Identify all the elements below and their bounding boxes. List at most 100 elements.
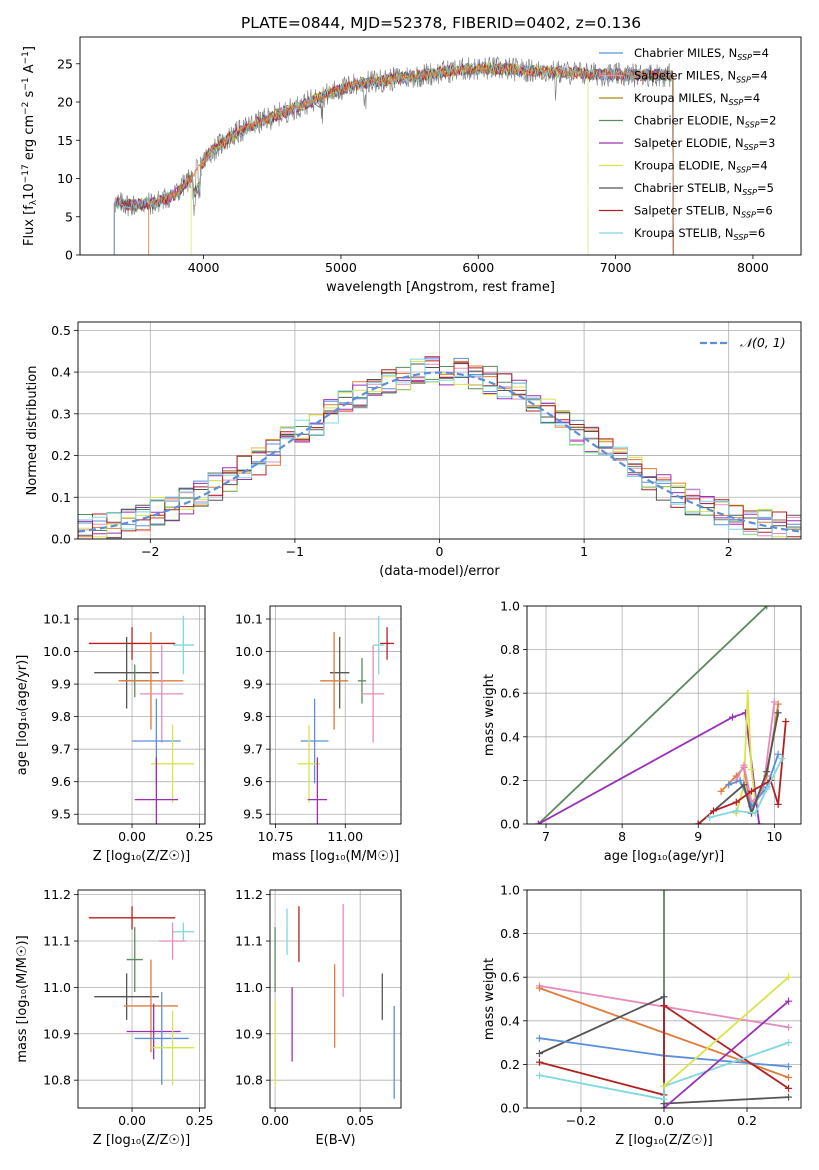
error-bar-point: [134, 757, 178, 824]
plot-area: [78, 356, 801, 539]
legend-label: Kroupa ELODIE, NSSP=4: [634, 159, 768, 175]
model-spectrum-line: [113, 62, 674, 255]
y-tick-label: 0.4: [500, 1013, 520, 1028]
plot-frame: [77, 889, 206, 1109]
plus-marker: [782, 718, 790, 726]
plot-frame: [269, 605, 402, 825]
plus-marker: [755, 820, 763, 824]
plot-frame: [526, 605, 802, 825]
y-tick-label: 10.1: [235, 612, 263, 627]
plus-marker: [535, 984, 543, 992]
y-axis-label: mass weight: [482, 674, 497, 756]
x-tick-label: 0.25: [186, 1113, 214, 1128]
y-tick-label: 25: [57, 56, 73, 71]
model-fit-line: [148, 64, 674, 255]
model-spectrum-line: [113, 62, 674, 255]
legend: Chabrier MILES, NSSP=4 Salpeter MILES, NS…: [599, 46, 776, 242]
plus-marker: [785, 997, 793, 1005]
plot-area: [88, 615, 195, 824]
y-tick-label: 10.0: [43, 644, 71, 659]
weight-line: [539, 1041, 789, 1101]
residual-histogram: [78, 358, 801, 539]
x-tick-label: 0.0: [654, 1113, 674, 1128]
chart-age_vs_weight: 7 8 9 10 0.0 0.2 0.4 0.6 0.8 1.0 age [log₁₀(age/yr…: [482, 599, 802, 864]
plus-marker: [535, 1034, 543, 1042]
plus-marker: [694, 820, 702, 824]
x-tick-label: −2: [141, 544, 159, 559]
y-tick-label: 11.2: [235, 887, 263, 902]
plus-marker: [740, 781, 748, 789]
model-spectrum-line: [113, 62, 674, 255]
x-axis-label: mass [log₁₀(M/M☉)]: [272, 849, 399, 864]
y-axis-label: mass weight: [482, 958, 497, 1040]
plus-marker: [535, 1058, 543, 1066]
y-tick-label: 9.7: [51, 742, 71, 757]
y-tick-label: 0.3: [51, 406, 71, 421]
y-tick-label: 10.9: [235, 1026, 263, 1041]
x-tick-label: 10: [766, 829, 782, 844]
plus-marker: [785, 1039, 793, 1047]
y-tick-label: 0.5: [51, 323, 71, 338]
y-tick-label: 15: [57, 133, 73, 148]
plus-marker: [744, 689, 752, 697]
y-tick-label: 5: [65, 209, 73, 224]
y-tick-label: 0.6: [500, 686, 520, 701]
normal-reference-curve: [78, 371, 801, 533]
error-bar-point: [94, 636, 160, 709]
y-tick-label: 0: [65, 248, 73, 263]
x-tick-label: 1: [580, 544, 588, 559]
error-bar-point: [361, 645, 385, 743]
plot-area: [113, 55, 674, 255]
plus-marker: [535, 1050, 543, 1057]
plus-marker: [732, 807, 740, 815]
error-bar-point: [297, 724, 321, 803]
error-bar-point: [126, 927, 143, 993]
legend-label: 𝒩(0, 1): [740, 335, 786, 350]
y-tick-label: 11.1: [43, 934, 71, 949]
plus-marker: [660, 1095, 668, 1103]
y-tick-label: 9.9: [51, 677, 71, 692]
y-tick-label: 0.0: [500, 817, 520, 832]
plot-area: [534, 606, 790, 824]
x-axis-label: Z [log₁₀(Z/Z☉)]: [93, 1133, 190, 1148]
plus-marker: [660, 993, 668, 1001]
plot-frame: [526, 889, 802, 1109]
x-tick-label: 0.00: [118, 1113, 146, 1128]
legend-label: Chabrier MILES, NSSP=4: [634, 46, 769, 62]
model-spectrum-line: [113, 61, 674, 255]
plot-frame: [77, 605, 206, 825]
chart-mass_vs_age: 10.75 11.00 9.5 9.6 9.7 9.8 9.9 10.0 10.1 mass [l…: [235, 605, 402, 864]
y-tick-label: 10.9: [43, 1026, 71, 1041]
legend-label: Salpeter STELIB, NSSP=6: [634, 204, 773, 220]
plus-marker: [763, 606, 771, 610]
y-tick-label: 9.6: [51, 774, 71, 789]
error-bar-point: [307, 757, 328, 824]
y-tick-label: 0.1: [51, 490, 71, 505]
error-bar-point: [300, 698, 329, 784]
plus-marker: [751, 809, 759, 817]
y-tick-label: 10.1: [43, 612, 71, 627]
y-tick-label: 9.5: [51, 807, 71, 822]
error-bar-point: [320, 632, 349, 730]
plus-marker: [748, 787, 756, 795]
y-tick-label: 10.8: [43, 1073, 71, 1088]
y-tick-label: 11.2: [43, 887, 71, 902]
legend-label: Kroupa STELIB, NSSP=6: [634, 226, 765, 242]
legend: 𝒩(0, 1): [700, 335, 786, 350]
x-tick-label: 0.05: [346, 1113, 374, 1128]
y-tick-label: 11.0: [235, 980, 263, 995]
error-bar-point: [380, 627, 395, 660]
y-tick-label: 10: [57, 171, 73, 186]
plus-marker: [717, 787, 725, 795]
plus-marker: [774, 800, 782, 808]
y-tick-label: 11.0: [43, 980, 71, 995]
chart-spectrum: 4000 5000 6000 7000 8000 0 5 10 15 20 25 Chabrier M…: [21, 36, 802, 295]
y-tick-label: 9.6: [243, 774, 263, 789]
error-bar-point: [150, 724, 195, 803]
x-tick-label: 10.75: [258, 829, 294, 844]
error-bar-point: [94, 973, 160, 1020]
legend-label: Chabrier STELIB, NSSP=5: [634, 181, 774, 197]
plus-marker: [534, 820, 542, 824]
